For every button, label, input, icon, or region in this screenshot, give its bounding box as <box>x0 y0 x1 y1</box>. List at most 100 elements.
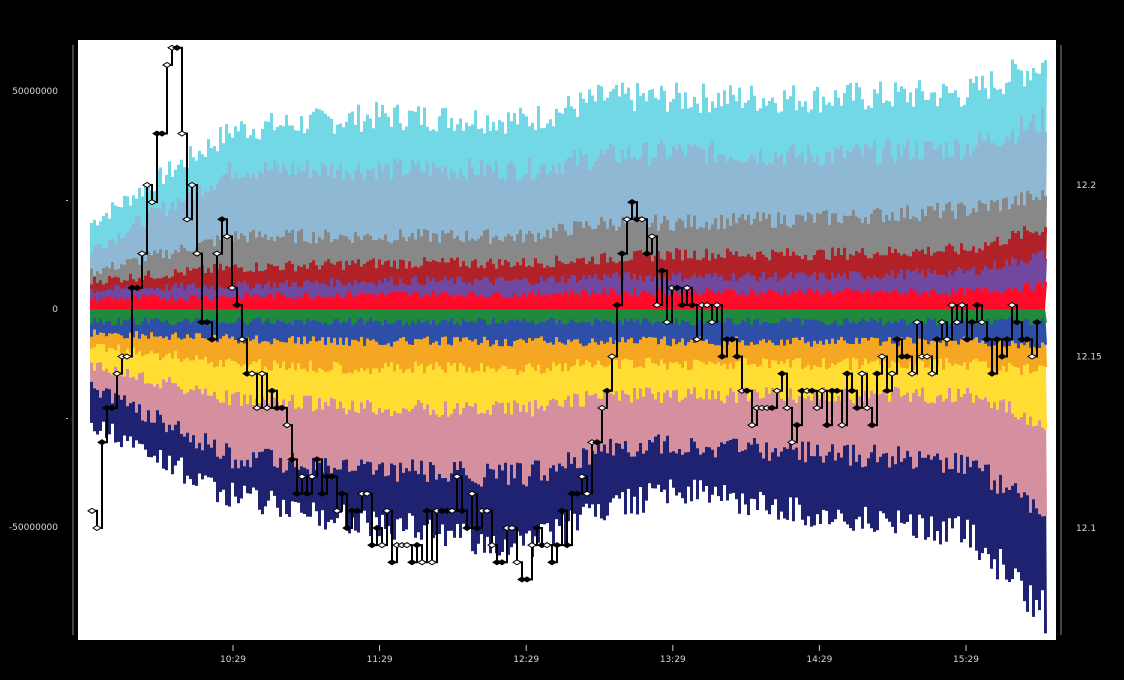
price-marker-diamond <box>162 61 172 69</box>
price-marker-diamond <box>307 473 317 480</box>
price-marker-diamond <box>207 336 217 343</box>
depth-bands <box>90 59 1047 634</box>
price-marker-diamond <box>447 507 457 514</box>
price-marker-diamond <box>997 353 1007 360</box>
left-tick-label: 50000000 <box>12 87 58 97</box>
price-marker-diamond <box>622 216 632 223</box>
price-marker-diamond <box>662 319 672 326</box>
price-marker-diamond <box>187 181 197 189</box>
price-marker-diamond <box>967 319 977 326</box>
price-marker-diamond <box>867 422 877 429</box>
price-marker-diamond <box>647 233 657 240</box>
price-marker-diamond <box>372 524 382 532</box>
price-marker-diamond <box>882 387 892 394</box>
price-marker-diamond <box>87 507 97 514</box>
price-marker-diamond <box>877 353 887 360</box>
price-marker-diamond <box>472 524 482 532</box>
price-marker-diamond <box>982 336 992 343</box>
x-tick-label: 10:29 <box>220 655 246 665</box>
price-marker-diamond <box>407 559 417 566</box>
price-marker-diamond <box>257 370 267 377</box>
price-marker-diamond <box>872 370 882 377</box>
price-marker-diamond <box>402 542 412 549</box>
price-marker-diamond <box>542 542 552 549</box>
price-marker-diamond <box>1022 336 1032 343</box>
price-marker-diamond <box>497 559 507 566</box>
price-marker-diamond <box>782 404 792 412</box>
price-marker-diamond <box>227 284 237 291</box>
price-marker-diamond <box>107 404 117 412</box>
price-marker-diamond <box>677 301 687 309</box>
price-marker-diamond <box>772 387 782 394</box>
price-marker-diamond <box>382 507 392 514</box>
price-marker-diamond <box>572 490 582 497</box>
price-marker-diamond <box>842 370 852 377</box>
price-marker-diamond <box>902 353 912 360</box>
price-marker-diamond <box>612 301 622 309</box>
price-marker-diamond <box>277 404 287 412</box>
price-marker-diamond <box>747 422 757 429</box>
x-tick-label: 15:29 <box>953 655 979 665</box>
price-marker-diamond <box>777 370 787 377</box>
price-marker-diamond <box>577 473 587 480</box>
price-marker-diamond <box>807 387 817 394</box>
x-tick-label: 13:29 <box>660 655 686 665</box>
price-marker-diamond <box>522 576 532 583</box>
x-tick-label: 14:29 <box>806 655 832 665</box>
price-marker-diamond <box>907 370 917 377</box>
price-marker-diamond <box>112 370 122 377</box>
price-marker-diamond <box>217 216 227 223</box>
price-marker-diamond <box>942 336 952 343</box>
price-marker-diamond <box>642 250 652 257</box>
price-marker-diamond <box>952 319 962 326</box>
price-marker-diamond <box>142 181 152 189</box>
price-marker-diamond <box>512 559 522 566</box>
right-tick-label: 12.15 <box>1076 353 1102 363</box>
price-marker-diamond <box>1002 336 1012 343</box>
price-marker-diamond <box>767 404 777 412</box>
price-marker-diamond <box>1027 353 1037 360</box>
right-axis-ticks: 12.2 12.15 12.1 <box>1076 181 1102 534</box>
price-marker-diamond <box>582 490 592 497</box>
left-axis-ticks: 50000000 0 -50000000 <box>9 87 68 533</box>
price-marker-diamond <box>147 199 157 206</box>
price-marker-diamond <box>547 559 557 566</box>
price-marker-diamond <box>792 422 802 429</box>
price-marker-diamond <box>287 456 297 463</box>
price-marker-diamond <box>817 387 827 394</box>
price-marker-diamond <box>912 319 922 326</box>
price-marker-diamond <box>312 456 322 463</box>
price-marker-diamond <box>327 473 337 480</box>
price-marker-diamond <box>947 301 957 309</box>
price-marker-diamond <box>837 422 847 429</box>
price-marker-diamond <box>137 250 147 257</box>
price-marker-diamond <box>157 130 167 137</box>
price-marker-diamond <box>237 336 247 343</box>
price-marker-diamond <box>562 542 572 549</box>
price-marker-diamond <box>427 559 437 566</box>
x-tick-label: 11:29 <box>367 655 393 665</box>
price-marker-diamond <box>457 507 467 514</box>
price-marker-diamond <box>482 507 492 514</box>
price-marker-diamond <box>252 404 262 412</box>
price-marker-diamond <box>832 387 842 394</box>
price-marker-diamond <box>692 336 702 343</box>
price-marker-diamond <box>687 301 697 309</box>
price-marker-diamond <box>857 370 867 377</box>
price-marker-diamond <box>597 404 607 412</box>
price-marker-diamond <box>317 490 327 497</box>
price-marker-diamond <box>617 250 627 257</box>
left-tick-label: -50000000 <box>9 523 58 533</box>
price-marker-diamond <box>342 524 352 532</box>
price-marker-diamond <box>302 490 312 497</box>
price-marker-diamond <box>262 404 272 412</box>
price-marker-diamond <box>527 542 537 549</box>
price-marker-diamond <box>672 284 682 291</box>
price-marker-diamond <box>462 524 472 532</box>
price-marker-diamond <box>927 370 937 377</box>
price-marker-diamond <box>387 559 397 566</box>
price-marker-diamond <box>602 387 612 394</box>
price-marker-diamond <box>637 216 647 223</box>
price-marker-diamond <box>552 542 562 549</box>
